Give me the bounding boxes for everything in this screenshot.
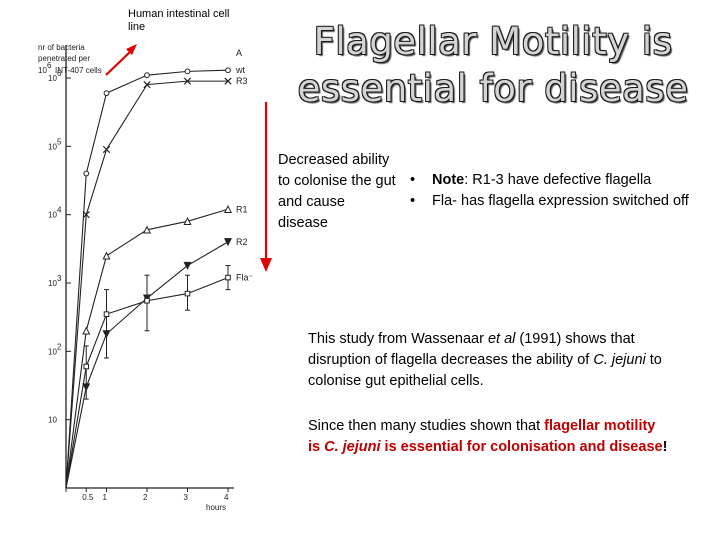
series-label: wt (235, 65, 245, 75)
decrease-arrow-head (260, 258, 272, 272)
data-point (82, 326, 91, 335)
data-point (184, 290, 191, 297)
study-text-part: This study from Wassenaar (308, 331, 488, 347)
data-point (142, 225, 152, 234)
x-tick-label: 2 (143, 493, 148, 502)
data-point (224, 77, 232, 85)
chart-series-layer (65, 67, 233, 489)
annotation-arrows (105, 44, 272, 272)
y-tick-power: 3 (57, 274, 62, 283)
left-callout: Decreased ability to colonise the gut an… (278, 152, 396, 231)
note-list: • Note: R1-3 have defective flagella • F… (410, 170, 710, 212)
y-axis-title-line: penetrated per (38, 54, 90, 63)
cell-line-label: Human intestinal cell line (128, 8, 230, 33)
series-r1 (65, 204, 233, 489)
study-italic: et al (487, 331, 516, 347)
study-text-part: to colonise gut epithelial cells. (308, 352, 662, 389)
data-point (143, 80, 151, 89)
conclusion-text-part: Since then many studies shown that (308, 418, 545, 434)
note-item: • Fla- has flagella expression switched … (410, 191, 710, 212)
data-point (223, 238, 233, 247)
marker-stroke (224, 77, 232, 85)
conclusion-emphasis: flagellar motility is (308, 418, 656, 455)
data-point (144, 72, 150, 79)
x-tick-label: 0.5 (82, 493, 94, 502)
note-text: : R1-3 have defective flagella (464, 172, 652, 188)
data-point (83, 170, 90, 177)
bullet-icon: • (410, 193, 416, 209)
y-tick-power: 6 (57, 69, 62, 78)
series-label: R3 (236, 76, 248, 86)
y-tick-power: 4 (57, 206, 62, 215)
series-r2 (65, 238, 233, 489)
marker-stroke (82, 211, 90, 219)
data-point (183, 77, 192, 85)
data-point (184, 68, 191, 75)
data-point (103, 311, 110, 317)
data-point (225, 274, 231, 281)
bullet-icon: • (410, 172, 416, 188)
note-item: • Note: R1-3 have defective flagella (410, 170, 710, 191)
data-point (144, 297, 150, 304)
conclusion-exclamation: ! (662, 439, 668, 455)
y-tick-label: 10 (48, 416, 57, 425)
y-tick-label: 10 (48, 74, 57, 83)
panel-label: A (236, 48, 242, 58)
x-tick-label: 3 (184, 493, 189, 502)
marker-stroke (102, 145, 111, 154)
series-line (65, 69, 229, 489)
series-label: R1 (236, 204, 248, 214)
data-point (103, 90, 110, 97)
data-point (82, 211, 90, 219)
y-tick-label: 10 (48, 347, 57, 356)
conclusion-italic: C. jejuni (324, 439, 381, 455)
x-tick-label: 1 (103, 493, 108, 502)
conclusion-paragraph: Since then many studies shown that flage… (308, 416, 668, 458)
series-wt (65, 67, 231, 489)
y-axis-title-line: INT-407 cells (55, 66, 102, 75)
y-tick-label: 10 (48, 279, 57, 288)
x-axis-title: hours (206, 503, 226, 510)
data-point (183, 216, 192, 225)
data-point (102, 145, 111, 154)
y-tick-power: 2 (57, 342, 62, 351)
series-r3 (65, 77, 232, 489)
data-point (102, 251, 111, 260)
note-label: Note (432, 172, 465, 188)
data-point (225, 67, 231, 74)
series-line (65, 208, 229, 489)
series-line (65, 241, 229, 489)
study-text-part: (1991) shows that disruption of flagella… (308, 331, 635, 368)
y-tick-power: 5 (57, 137, 62, 146)
series-label: R2 (236, 237, 248, 247)
data-point (183, 261, 192, 270)
study-italic: C. jejuni (593, 352, 646, 368)
series-fla (65, 265, 231, 489)
series-line (65, 277, 229, 489)
y-axis-title-base: 10 (38, 66, 47, 75)
conclusion-emphasis: is essential for colonisation and diseas… (380, 439, 663, 455)
data-point (223, 204, 233, 213)
marker-stroke (143, 80, 151, 89)
note-text: Fla- has flagella expression switched of… (432, 193, 689, 209)
series-label: Fla⁻ (236, 273, 254, 283)
y-axis-title-line: nr of bacteria (38, 43, 85, 52)
cell-line-arrow (105, 49, 133, 76)
y-tick-label: 10 (48, 142, 57, 151)
slide-title: Flagellar Motility is essential for dise… (297, 20, 689, 110)
y-tick-label: 10 (48, 211, 57, 220)
study-paragraph: This study from Wassenaar et al (1991) s… (308, 329, 668, 392)
cell-line-arrow-head (126, 44, 137, 55)
series-line (65, 80, 228, 489)
x-tick-label: 4 (224, 493, 229, 502)
data-point (83, 363, 90, 370)
y-axis-title-power: 6 (47, 61, 52, 70)
marker-stroke (183, 77, 192, 85)
